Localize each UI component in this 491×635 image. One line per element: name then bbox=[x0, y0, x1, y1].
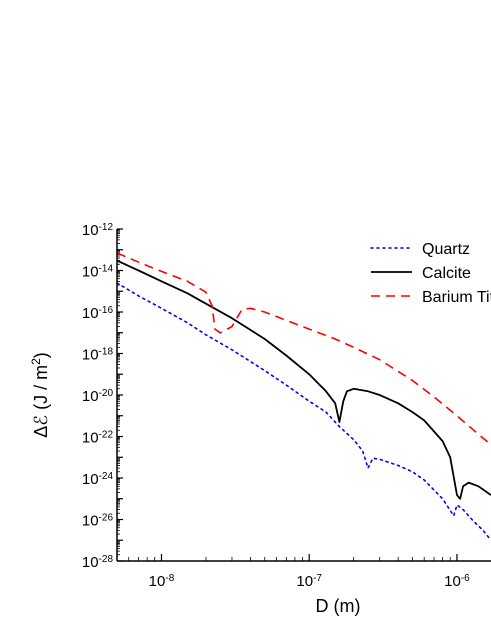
series-line-quartz bbox=[117, 282, 491, 542]
legend-label-quartz: Quartz bbox=[422, 241, 470, 258]
y-tick-label: 10-22 bbox=[82, 429, 114, 447]
x-tick-label: 10-7 bbox=[296, 573, 322, 591]
y-tick-label: 10-20 bbox=[82, 388, 114, 406]
x-tick-label: 10-8 bbox=[149, 573, 175, 591]
y-axis-title-main: Δℰ (J / m bbox=[31, 365, 51, 438]
tick-labels-layer: 10-12 10-14 10-16 10-18 10-20 10-22 10-24 10-26… bbox=[82, 222, 470, 591]
series-line-calcite bbox=[117, 259, 491, 500]
legend-label-barium-titanate: Barium Titanate bbox=[422, 289, 491, 306]
y-axis-title: Δℰ (J / m2) bbox=[29, 352, 51, 438]
x-tick-label: 10-6 bbox=[444, 573, 470, 591]
y-tick-label: 10-26 bbox=[82, 512, 114, 530]
y-tick-label: 10-12 bbox=[82, 222, 114, 240]
y-tick-label: 10-24 bbox=[82, 471, 114, 489]
axes-frame-layer bbox=[116, 229, 491, 562]
y-tick-label: 10-14 bbox=[82, 263, 114, 281]
legend: Quartz Calcite Barium Titanate bbox=[370, 241, 491, 306]
x-axis-title: D (m) bbox=[316, 596, 361, 616]
y-tick-label: 10-18 bbox=[82, 346, 114, 364]
series-line-barium-titanate bbox=[117, 252, 491, 446]
axis-ticks-layer bbox=[116, 228, 458, 562]
legend-label-calcite: Calcite bbox=[422, 265, 471, 282]
y-axis-title-sup: 2 bbox=[29, 358, 43, 365]
series-layer bbox=[117, 252, 491, 542]
y-axis-title-end: ) bbox=[31, 352, 51, 358]
y-tick-label: 10-16 bbox=[82, 305, 114, 323]
y-tick-label: 10-28 bbox=[82, 554, 114, 572]
